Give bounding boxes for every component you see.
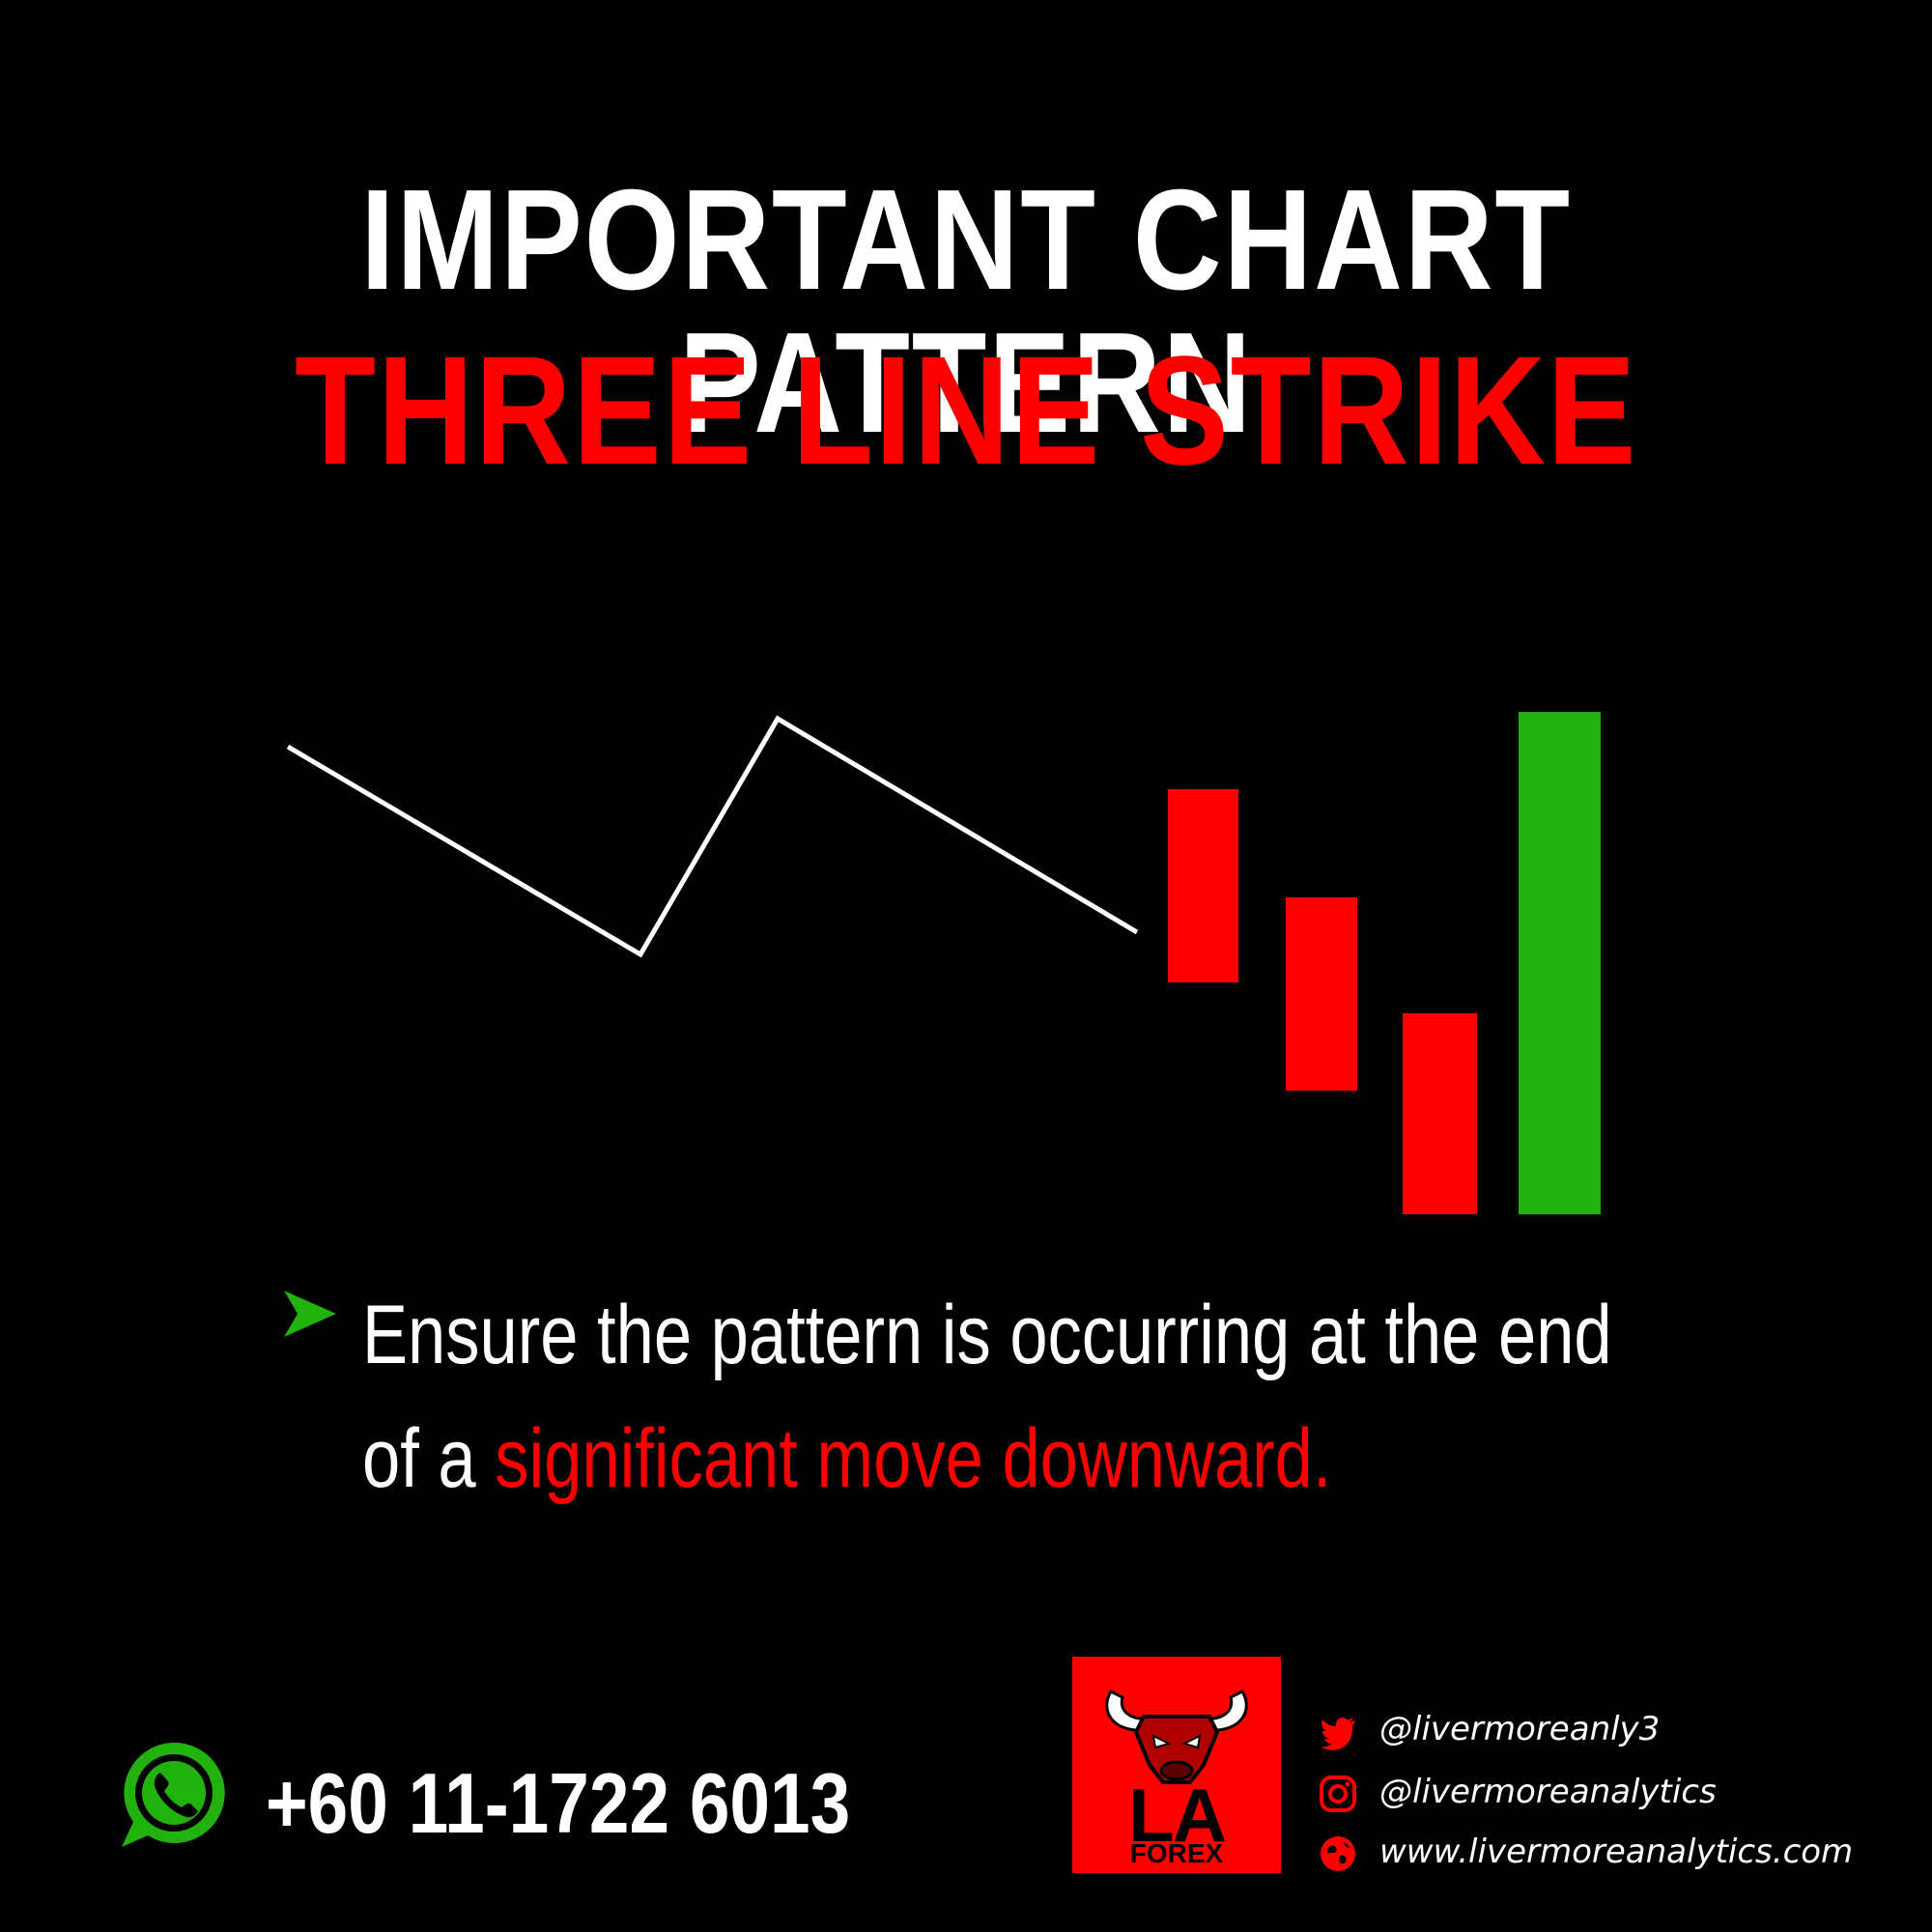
bullet-text: Ensure the pattern is occurring at the e…: [362, 1273, 1612, 1520]
candle-3-red: [1403, 1013, 1477, 1214]
candle-1-red: [1168, 789, 1238, 982]
social-instagram[interactable]: @livermoreanalytics: [1319, 1768, 1918, 1816]
bull-head-icon: [1105, 1690, 1248, 1784]
trend-line: [286, 715, 1139, 958]
pattern-name: THREE LINE STRIKE: [294, 324, 1638, 497]
twitter-icon: [1321, 1718, 1355, 1750]
candles: [1168, 712, 1601, 1214]
twitter-handle: @livermoreanly3: [1379, 1710, 1661, 1748]
globe-icon: [1321, 1836, 1355, 1871]
whatsapp-icon: [122, 1742, 225, 1847]
bullet-line-2-prefix: of a: [362, 1412, 496, 1505]
green-arrow-icon: [284, 1291, 336, 1337]
candle-4-green: [1519, 712, 1601, 1214]
bullet-line-1: Ensure the pattern is occurring at the e…: [362, 1289, 1612, 1381]
logo-subtitle: FOREX: [1129, 1838, 1224, 1868]
social-twitter[interactable]: @livermoreanly3: [1319, 1705, 1918, 1753]
logo-letters: LA: [1128, 1773, 1227, 1858]
bullet-line-2-highlight: significant move downward.: [495, 1412, 1332, 1505]
website-url: www.livermoreanalytics.com: [1379, 1833, 1854, 1871]
instagram-icon: [1320, 1776, 1356, 1812]
candle-2-red: [1286, 897, 1357, 1091]
social-website[interactable]: www.livermoreanalytics.com: [1319, 1828, 1918, 1876]
instagram-handle: @livermoreanalytics: [1379, 1773, 1717, 1811]
phone-number[interactable]: +60 11-1722 6013: [266, 1755, 851, 1851]
page-title: IMPORTANT CHART PATTERN: [360, 160, 1572, 463]
brand-logo: LA FOREX: [1072, 1657, 1281, 1873]
